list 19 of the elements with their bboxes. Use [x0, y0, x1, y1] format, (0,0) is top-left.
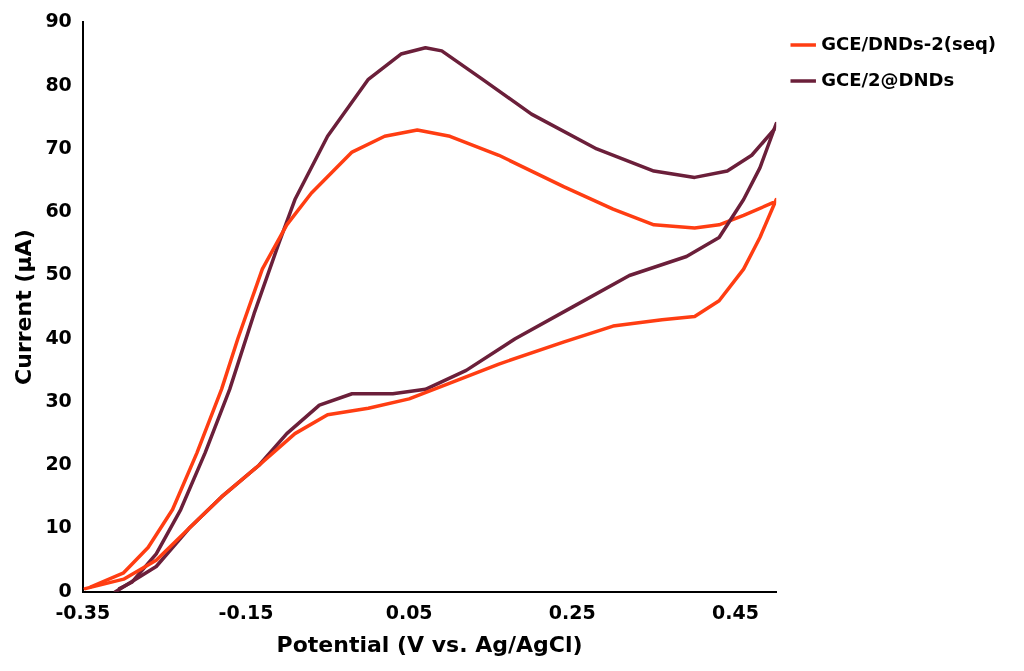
x-tick-label: -0.15	[218, 601, 274, 624]
legend-label: GCE/2@DNDs	[821, 68, 955, 90]
y-tick-label: 30	[45, 388, 72, 411]
y-axis-title: Current (μA)	[10, 229, 36, 385]
legend-label: GCE/DNDs-2(seq)	[821, 32, 997, 54]
y-tick-label: 90	[45, 9, 72, 32]
x-tick-label: 0.05	[385, 601, 433, 624]
y-tick-label: 80	[45, 72, 72, 95]
x-tick-label: 0.45	[712, 601, 759, 624]
y-tick-label: 0	[58, 578, 72, 601]
y-tick-label: 50	[45, 262, 72, 285]
x-tick-label: 0.25	[548, 601, 596, 624]
y-tick-label: 20	[45, 452, 72, 475]
y-tick-label: 70	[45, 135, 72, 158]
x-axis-title: Potential (V vs. Ag/AgCl)	[276, 631, 583, 657]
y-tick-label: 10	[45, 515, 72, 538]
y-tick-label: 40	[45, 325, 72, 348]
y-tick-label: 60	[45, 199, 72, 222]
x-tick-label: -0.35	[55, 601, 111, 624]
